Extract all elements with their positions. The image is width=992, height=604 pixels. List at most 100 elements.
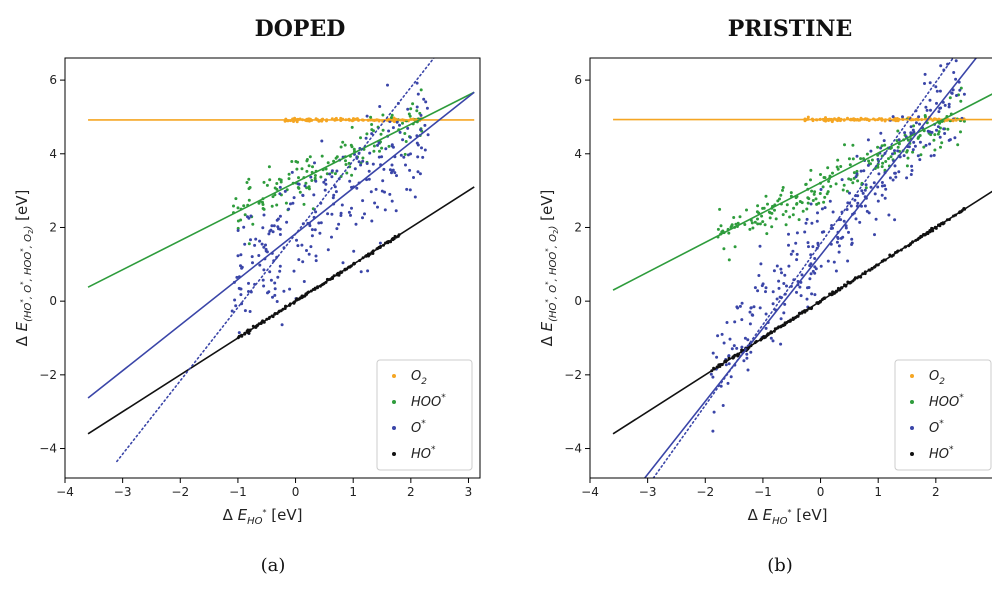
data-point bbox=[850, 237, 854, 241]
data-point bbox=[377, 155, 381, 159]
data-point bbox=[918, 140, 922, 144]
data-point bbox=[361, 156, 365, 160]
data-point bbox=[302, 202, 306, 206]
data-point bbox=[905, 164, 909, 168]
data-point bbox=[889, 155, 893, 159]
data-point bbox=[380, 155, 384, 159]
data-point bbox=[954, 77, 958, 81]
data-point bbox=[727, 258, 731, 262]
data-point bbox=[275, 203, 279, 207]
data-point bbox=[301, 194, 305, 197]
x-tick-label: −3 bbox=[639, 485, 657, 499]
data-point bbox=[872, 181, 876, 185]
data-point bbox=[727, 231, 731, 235]
data-point bbox=[795, 290, 798, 294]
data-point bbox=[305, 169, 309, 173]
data-point bbox=[341, 140, 345, 144]
data-point bbox=[297, 186, 301, 190]
data-point bbox=[823, 195, 827, 199]
data-point bbox=[860, 189, 864, 193]
data-point bbox=[756, 222, 760, 226]
data-point bbox=[424, 100, 428, 104]
data-point bbox=[745, 208, 748, 212]
data-point bbox=[732, 344, 736, 348]
data-point bbox=[425, 106, 429, 110]
data-point bbox=[823, 206, 827, 210]
data-point bbox=[815, 219, 819, 223]
data-point bbox=[333, 172, 337, 176]
data-point bbox=[408, 168, 412, 172]
data-point bbox=[339, 211, 343, 215]
data-point bbox=[893, 149, 896, 153]
data-point bbox=[310, 234, 314, 238]
data-point bbox=[862, 169, 866, 173]
data-point bbox=[399, 153, 403, 157]
data-point bbox=[261, 278, 265, 282]
data-point bbox=[829, 184, 833, 188]
data-point bbox=[782, 311, 786, 315]
data-point bbox=[887, 157, 890, 161]
data-point bbox=[856, 179, 860, 183]
data-point bbox=[947, 105, 951, 109]
data-point bbox=[884, 187, 888, 191]
data-point bbox=[912, 124, 916, 128]
data-point bbox=[876, 157, 880, 161]
data-point bbox=[258, 239, 262, 243]
data-point bbox=[848, 191, 851, 195]
data-point bbox=[275, 300, 279, 303]
data-point bbox=[335, 227, 339, 231]
data-point bbox=[864, 186, 868, 190]
data-point bbox=[841, 188, 845, 192]
data-point bbox=[317, 221, 321, 225]
data-point bbox=[893, 218, 897, 222]
legend-label: HOO* bbox=[411, 393, 446, 410]
data-point bbox=[917, 115, 921, 119]
fit-line-o-star bbox=[644, 58, 977, 478]
data-point bbox=[289, 202, 292, 206]
data-point bbox=[938, 121, 942, 125]
data-point bbox=[954, 59, 958, 63]
data-point bbox=[242, 225, 246, 229]
data-point bbox=[859, 169, 863, 173]
data-point bbox=[883, 184, 887, 188]
data-point bbox=[419, 113, 423, 117]
data-point bbox=[893, 164, 897, 168]
data-point bbox=[880, 193, 884, 197]
data-point bbox=[341, 261, 345, 265]
data-point bbox=[959, 52, 962, 55]
data-point bbox=[911, 148, 915, 152]
data-point bbox=[271, 295, 274, 299]
legend-marker bbox=[392, 426, 396, 430]
data-point bbox=[722, 247, 726, 251]
data-point bbox=[810, 189, 814, 193]
data-point bbox=[758, 222, 762, 226]
data-point bbox=[309, 245, 313, 249]
data-point bbox=[292, 196, 296, 200]
data-point bbox=[326, 212, 330, 216]
data-point bbox=[907, 145, 911, 149]
x-tick-label: 1 bbox=[349, 485, 357, 499]
data-point bbox=[876, 199, 880, 203]
data-point bbox=[743, 336, 747, 340]
data-point bbox=[751, 226, 755, 230]
data-point bbox=[836, 158, 840, 162]
data-point bbox=[924, 105, 928, 109]
data-point bbox=[297, 182, 301, 186]
fit-line-o-star-dotted bbox=[116, 58, 435, 463]
data-point bbox=[745, 356, 749, 360]
data-point bbox=[873, 192, 877, 196]
data-point bbox=[270, 224, 274, 228]
data-point bbox=[332, 193, 336, 197]
fit-line-hoo-star bbox=[87, 91, 475, 288]
data-point bbox=[333, 185, 337, 189]
data-point bbox=[401, 121, 404, 125]
x-axis-label: Δ EHO* [eV] bbox=[748, 506, 828, 527]
data-point bbox=[926, 129, 930, 133]
data-point bbox=[711, 375, 715, 379]
data-point bbox=[910, 164, 914, 168]
data-point bbox=[290, 160, 294, 163]
data-point bbox=[911, 128, 915, 132]
data-point bbox=[837, 250, 841, 254]
data-point bbox=[781, 188, 784, 192]
data-point bbox=[807, 245, 810, 249]
